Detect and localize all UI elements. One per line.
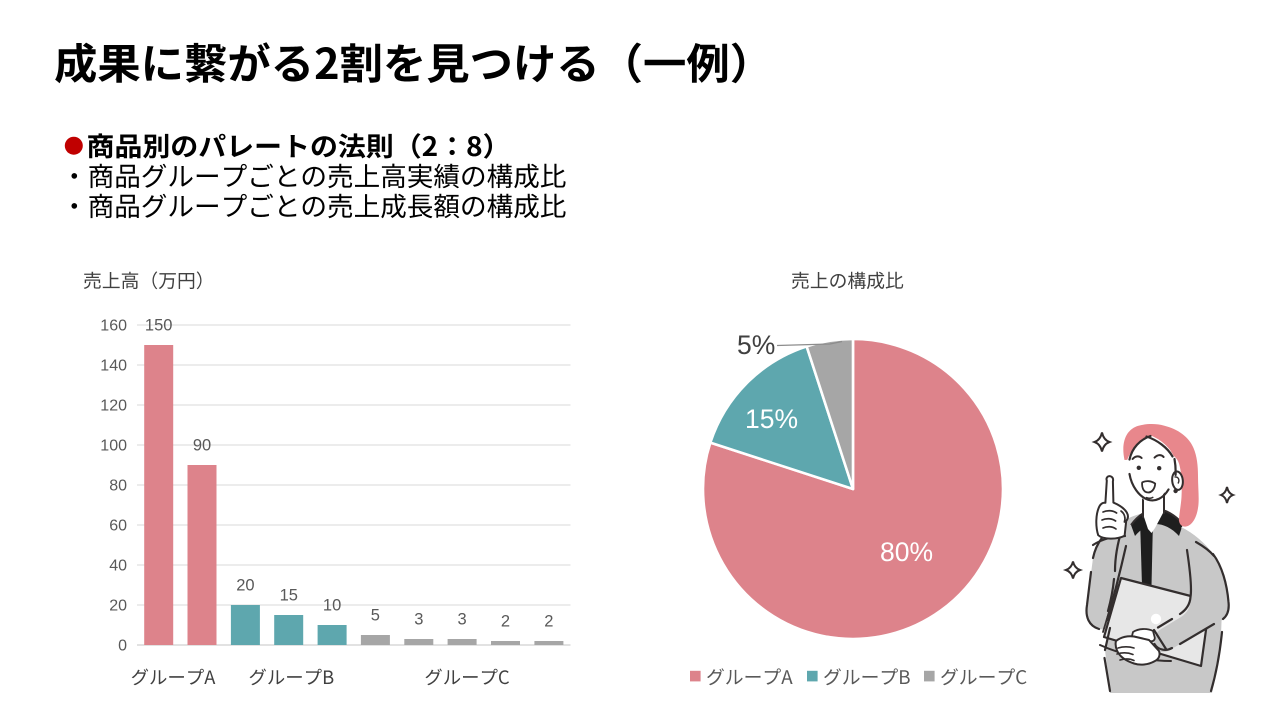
svg-text:160: 160 (100, 318, 127, 335)
svg-text:20: 20 (109, 598, 127, 615)
svg-text:80: 80 (109, 478, 127, 495)
svg-text:90: 90 (193, 437, 211, 455)
svg-text:2: 2 (501, 613, 510, 631)
svg-text:5%: 5% (737, 330, 775, 360)
svg-text:2: 2 (544, 613, 553, 631)
svg-text:0: 0 (118, 638, 127, 655)
svg-text:60: 60 (109, 518, 127, 535)
svg-text:100: 100 (100, 438, 127, 455)
svg-text:40: 40 (109, 558, 127, 575)
svg-text:10: 10 (323, 597, 341, 615)
svg-text:20: 20 (236, 577, 254, 595)
svg-text:3: 3 (414, 611, 423, 629)
svg-text:15: 15 (280, 587, 298, 605)
svg-text:80%: 80% (880, 537, 933, 567)
svg-text:3: 3 (458, 611, 467, 629)
svg-text:140: 140 (100, 358, 127, 375)
svg-text:120: 120 (100, 398, 127, 415)
svg-text:150: 150 (145, 317, 173, 335)
svg-text:15%: 15% (745, 404, 798, 434)
svg-text:5: 5 (371, 607, 380, 625)
